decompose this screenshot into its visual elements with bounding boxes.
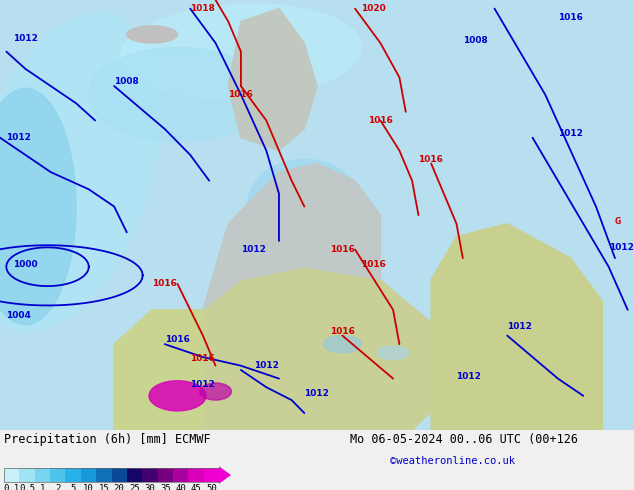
Text: 30: 30 [145, 484, 155, 490]
Text: 1012: 1012 [190, 380, 215, 389]
Text: 1012: 1012 [254, 361, 278, 370]
Ellipse shape [200, 383, 231, 400]
Ellipse shape [323, 336, 361, 353]
Text: 50: 50 [206, 484, 217, 490]
Text: ©weatheronline.co.uk: ©weatheronline.co.uk [390, 456, 515, 466]
Text: 1016: 1016 [165, 335, 190, 344]
Text: 20: 20 [114, 484, 124, 490]
Text: 1004: 1004 [6, 311, 31, 320]
Bar [173, 468, 188, 482]
Text: 1016: 1016 [152, 279, 177, 289]
Text: 25: 25 [129, 484, 140, 490]
Ellipse shape [127, 26, 178, 43]
Bar [142, 468, 158, 482]
Ellipse shape [0, 88, 76, 325]
Text: 1012: 1012 [456, 371, 481, 381]
Text: 1018: 1018 [190, 4, 215, 13]
Text: Precipitation (6h) [mm] ECMWF: Precipitation (6h) [mm] ECMWF [4, 433, 210, 446]
Bar [65, 468, 81, 482]
Ellipse shape [247, 159, 361, 254]
Text: 1012: 1012 [241, 245, 266, 254]
Ellipse shape [149, 381, 206, 411]
Text: 0.5: 0.5 [19, 484, 35, 490]
Text: 40: 40 [175, 484, 186, 490]
Text: 15: 15 [98, 484, 109, 490]
Text: 1012: 1012 [507, 322, 532, 331]
Ellipse shape [89, 48, 266, 142]
Bar [4, 468, 20, 482]
Text: 1: 1 [40, 484, 45, 490]
Text: 1012: 1012 [13, 34, 37, 43]
Text: G: G [615, 217, 621, 226]
Text: 10: 10 [83, 484, 94, 490]
Bar [158, 468, 173, 482]
Bar [188, 468, 204, 482]
Bar [81, 468, 96, 482]
Ellipse shape [120, 4, 361, 99]
Text: 1016: 1016 [330, 245, 354, 254]
Text: 1012: 1012 [558, 129, 583, 138]
Text: 1012: 1012 [609, 243, 633, 251]
Bar [20, 468, 35, 482]
Text: 1016: 1016 [190, 354, 215, 364]
Text: 1016: 1016 [330, 327, 354, 336]
Bar [96, 468, 112, 482]
Bar [204, 468, 219, 482]
Bar [127, 468, 142, 482]
Text: Mo 06-05-2024 00..06 UTC (00+126: Mo 06-05-2024 00..06 UTC (00+126 [350, 433, 578, 446]
Bar [4, 468, 219, 482]
Ellipse shape [0, 13, 160, 331]
Text: 35: 35 [160, 484, 171, 490]
Text: 1016: 1016 [558, 13, 583, 22]
Text: 1016: 1016 [361, 260, 386, 269]
Text: 5: 5 [70, 484, 76, 490]
Text: 1012: 1012 [304, 389, 329, 398]
Bar [112, 468, 127, 482]
Text: 45: 45 [191, 484, 202, 490]
Polygon shape [114, 310, 203, 430]
Text: 1016: 1016 [368, 116, 392, 125]
Ellipse shape [377, 346, 409, 359]
Polygon shape [203, 267, 456, 430]
Text: 1012: 1012 [6, 133, 31, 142]
Text: 1000: 1000 [13, 260, 37, 269]
Polygon shape [228, 9, 317, 150]
Text: 1008: 1008 [114, 77, 139, 86]
Text: 1008: 1008 [463, 36, 488, 45]
Text: 1016: 1016 [418, 155, 443, 164]
Text: 1016: 1016 [228, 90, 253, 99]
Text: 0.1: 0.1 [4, 484, 20, 490]
Ellipse shape [285, 220, 374, 280]
Bar [35, 468, 50, 482]
FancyArrow shape [219, 466, 231, 484]
Polygon shape [431, 224, 602, 430]
Text: 2: 2 [55, 484, 60, 490]
Bar [50, 468, 65, 482]
Polygon shape [203, 164, 380, 310]
Text: 1020: 1020 [361, 4, 386, 13]
